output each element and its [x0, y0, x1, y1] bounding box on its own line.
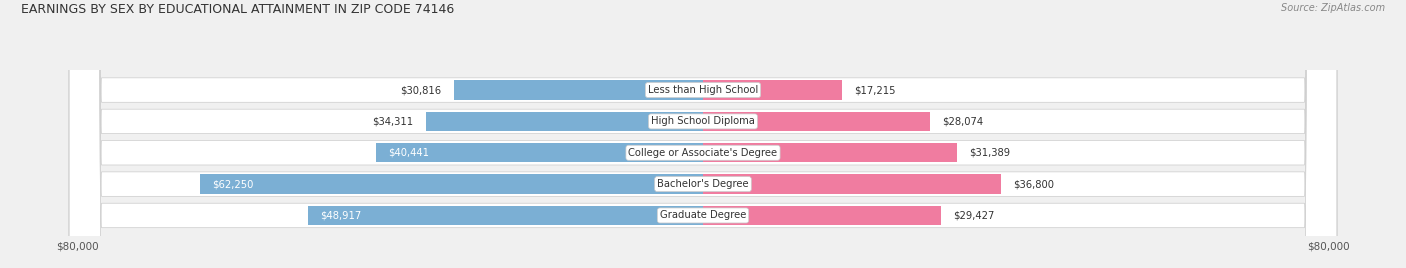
FancyBboxPatch shape: [69, 0, 1337, 268]
Text: $80,000: $80,000: [1308, 241, 1350, 251]
Bar: [703, 112, 929, 131]
Text: EARNINGS BY SEX BY EDUCATIONAL ATTAINMENT IN ZIP CODE 74146: EARNINGS BY SEX BY EDUCATIONAL ATTAINMEN…: [21, 3, 454, 16]
Text: $17,215: $17,215: [855, 85, 896, 95]
Bar: [200, 174, 703, 194]
Text: $31,389: $31,389: [969, 148, 1010, 158]
Text: $62,250: $62,250: [212, 179, 253, 189]
Text: $30,816: $30,816: [401, 85, 441, 95]
Text: $36,800: $36,800: [1012, 179, 1053, 189]
Text: Less than High School: Less than High School: [648, 85, 758, 95]
Text: Source: ZipAtlas.com: Source: ZipAtlas.com: [1281, 3, 1385, 13]
Text: High School Diploma: High School Diploma: [651, 116, 755, 126]
Text: $48,917: $48,917: [319, 210, 361, 221]
Bar: [703, 143, 956, 162]
Text: College or Associate's Degree: College or Associate's Degree: [628, 148, 778, 158]
Text: Bachelor's Degree: Bachelor's Degree: [657, 179, 749, 189]
Text: $80,000: $80,000: [56, 241, 98, 251]
FancyBboxPatch shape: [69, 0, 1337, 268]
Bar: [375, 143, 703, 162]
Text: $34,311: $34,311: [373, 116, 413, 126]
Text: $40,441: $40,441: [388, 148, 429, 158]
Bar: [308, 206, 703, 225]
FancyBboxPatch shape: [69, 0, 1337, 268]
Bar: [703, 206, 941, 225]
Bar: [703, 174, 1001, 194]
Text: $28,074: $28,074: [942, 116, 983, 126]
FancyBboxPatch shape: [69, 0, 1337, 268]
Bar: [426, 112, 703, 131]
Text: Graduate Degree: Graduate Degree: [659, 210, 747, 221]
Bar: [454, 80, 703, 100]
FancyBboxPatch shape: [69, 0, 1337, 268]
Text: $29,427: $29,427: [953, 210, 994, 221]
Bar: [703, 80, 842, 100]
